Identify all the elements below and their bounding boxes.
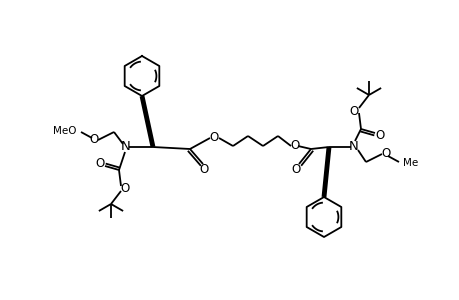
Text: O: O [381,146,390,160]
Text: O: O [349,104,358,118]
Text: O: O [290,139,299,152]
Text: O: O [291,163,300,176]
Text: O: O [209,130,218,143]
Text: O: O [89,133,98,146]
Text: O: O [120,182,129,194]
Text: O: O [199,163,208,176]
Text: MeO: MeO [53,126,77,136]
Text: O: O [375,128,384,142]
Text: O: O [95,157,104,169]
Text: Me: Me [402,158,417,168]
Text: N: N [121,140,131,152]
Text: N: N [348,140,358,152]
